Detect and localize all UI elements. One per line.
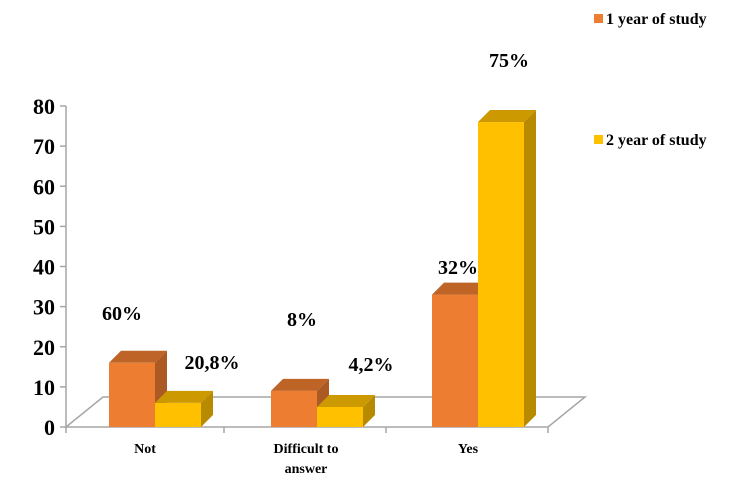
bar-front	[478, 122, 524, 428]
y-axis: 0 10 20 30 40 50 60 70 80	[33, 94, 67, 440]
data-labels: 60% 20,8% 8% 4,2% 32% 75%	[102, 50, 529, 376]
y-tick-label: 60	[33, 174, 55, 199]
bar-side	[524, 110, 536, 428]
bar	[155, 390, 213, 427]
x-axis: Not Difficult to answer Yes	[65, 427, 549, 477]
legend-label: 2 year of study	[606, 132, 707, 149]
x-tick-label: Not	[134, 442, 156, 457]
y-tick-label: 0	[44, 415, 55, 440]
bar-top	[155, 390, 213, 403]
data-label: 4,2%	[349, 354, 394, 376]
y-tick-label: 50	[33, 214, 55, 239]
bar-side	[201, 390, 213, 427]
data-label: 32%	[438, 257, 478, 279]
bar-top	[109, 350, 167, 363]
bar-top	[271, 378, 329, 391]
legend-swatch	[594, 135, 603, 144]
data-label: 60%	[102, 303, 142, 325]
bar-side	[363, 394, 375, 427]
legend-swatch	[594, 14, 603, 23]
bar	[317, 394, 375, 427]
data-label: 75%	[489, 50, 529, 72]
bar-front	[317, 406, 363, 427]
bar-front	[271, 390, 317, 427]
legend-label: 1 year of study	[606, 11, 707, 28]
bar-top	[478, 110, 536, 123]
y-tick-label: 30	[33, 295, 55, 320]
x-tick-label: Difficult to	[274, 442, 339, 457]
y-tick-label: 80	[33, 94, 55, 119]
bar-top	[317, 394, 375, 407]
bar-front	[155, 402, 201, 427]
y-tick-label: 20	[33, 335, 55, 360]
x-tick-label: Yes	[458, 442, 479, 457]
y-tick-label: 70	[33, 134, 55, 159]
bars	[109, 110, 536, 428]
y-tick-label: 40	[33, 255, 55, 280]
data-label: 8%	[287, 309, 317, 331]
y-tick-label: 10	[33, 375, 55, 400]
bar-front	[432, 294, 478, 427]
bar-front	[109, 362, 155, 427]
bar	[271, 378, 329, 427]
bar	[478, 110, 536, 428]
bar-top	[432, 282, 490, 295]
x-tick-label: answer	[285, 462, 328, 477]
data-label: 20,8%	[185, 352, 240, 374]
legend: 1 year of study 2 year of study	[594, 11, 707, 149]
